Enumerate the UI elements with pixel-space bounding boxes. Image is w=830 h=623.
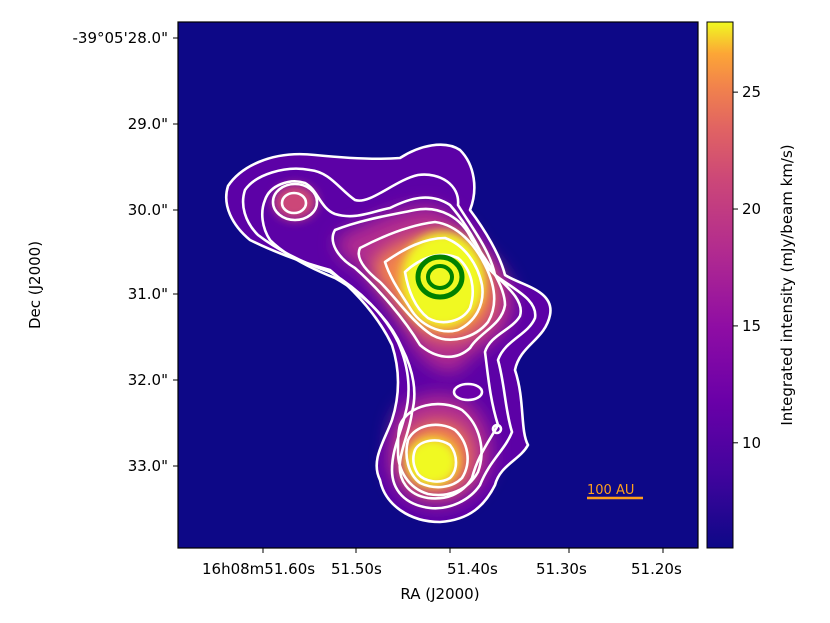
contour-nw-outer — [271, 182, 319, 222]
scale-bar-label: 100 AU — [587, 483, 634, 498]
y-tick-label: 29.0" — [128, 115, 168, 133]
colorbar-label: Integrated intensity (mJy/beam km/s) — [778, 144, 796, 425]
colorbar-tick-label: 25 — [742, 83, 761, 101]
y-axis: -39°05'28.0" 29.0" 30.0" 31.0" 32.0" 33.… — [26, 29, 178, 475]
central-core — [401, 232, 485, 328]
x-axis-label: RA (J2000) — [400, 585, 479, 603]
contour-nw-inner — [280, 191, 308, 215]
colorbar-tick-label: 10 — [742, 434, 761, 452]
x-tick-label: 51.40s — [447, 560, 498, 578]
x-tick-label: 16h08m51.60s — [202, 560, 315, 578]
x-tick-label: 51.50s — [331, 560, 382, 578]
colorbar-tick-label: 20 — [742, 200, 761, 218]
peak-marker — [415, 254, 465, 300]
contour-8 — [396, 402, 483, 497]
colorbar-ticks: 10 15 20 25 — [733, 83, 761, 452]
x-axis: 16h08m51.60s 51.50s 51.40s 51.30s 51.20s… — [202, 548, 682, 603]
peak-contour-inner — [426, 264, 454, 290]
y-tick-label: 33.0" — [128, 457, 168, 475]
contours — [224, 143, 552, 524]
contour-small-knot — [491, 423, 503, 435]
colorbar: 10 15 20 25 Integrated intensity (mJy/beam … — [706, 21, 796, 549]
x-tick-label: 51.30s — [536, 560, 587, 578]
colorbar-gradient — [706, 21, 734, 549]
y-tick-label: 32.0" — [128, 371, 168, 389]
contour-1 — [224, 143, 552, 524]
contour-9 — [405, 423, 469, 489]
emission-map — [224, 143, 552, 524]
plot-frame — [177, 21, 699, 549]
contour-4 — [331, 207, 507, 358]
contour-6 — [383, 236, 484, 333]
contour-5 — [357, 220, 496, 341]
x-tick-label: 51.20s — [631, 560, 682, 578]
north-western-knot — [273, 184, 317, 220]
y-tick-label: 31.0" — [128, 285, 168, 303]
y-axis-label: Dec (J2000) — [26, 241, 44, 329]
peak-contour-outer — [415, 254, 465, 300]
y-tick-label: 30.0" — [128, 201, 168, 219]
colorbar-tick-label: 15 — [742, 317, 761, 335]
emission-hole — [454, 384, 482, 400]
contour-hole — [452, 382, 484, 402]
contour-10 — [412, 439, 458, 483]
y-tick-label: -39°05'28.0" — [72, 29, 168, 47]
